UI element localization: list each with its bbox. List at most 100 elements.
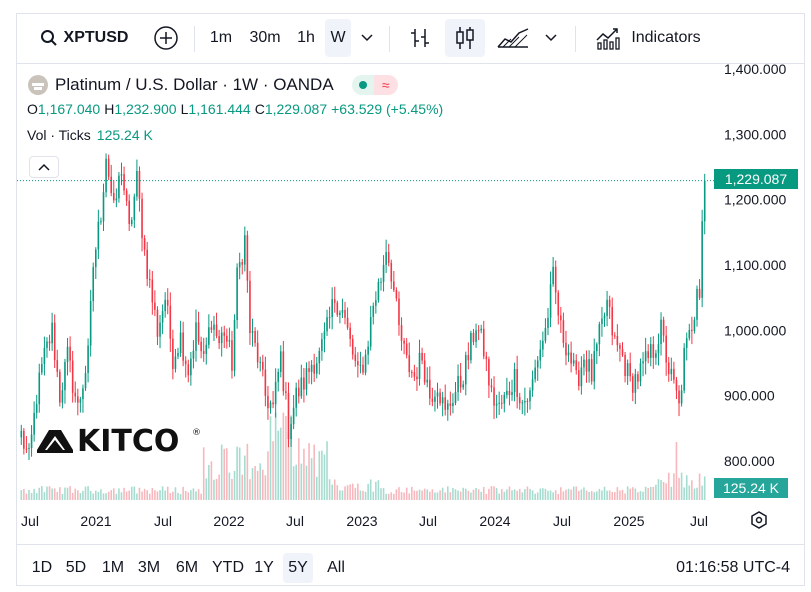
interval-dropdown-button[interactable]: [355, 19, 379, 57]
range-button-1y[interactable]: 1Y: [254, 559, 274, 576]
candle-body: [208, 327, 210, 345]
range-button-5d[interactable]: 5D: [65, 559, 87, 576]
volume-bar: [588, 491, 590, 500]
y-tick-label: 1,200.000: [724, 192, 786, 208]
volume-bar: [372, 491, 375, 500]
volume-bar: [626, 486, 629, 500]
volume-bar: [53, 488, 56, 500]
volume-bar: [236, 446, 238, 500]
volume-bar: [436, 492, 439, 500]
candle-body: [357, 361, 359, 366]
time-axis[interactable]: Jul 2021 Jul 2022 Jul 2023 Jul 2024 Jul 2025 Jul: [21, 513, 708, 529]
compare-add-button[interactable]: [151, 19, 181, 57]
volume-bar: [125, 491, 128, 500]
interval-w-button[interactable]: W: [325, 19, 351, 57]
kitco-logo-icon: [37, 430, 73, 453]
volume-bar: [578, 491, 580, 500]
chart-type-dropdown-button[interactable]: [539, 19, 563, 57]
volume-bar: [516, 490, 518, 500]
volume-bar: [667, 472, 670, 500]
volume-bar: [308, 443, 310, 500]
volume-bar: [287, 431, 290, 500]
range-button-ytd[interactable]: YTD: [212, 559, 244, 576]
x-tick-label: Jul: [553, 513, 571, 529]
interval-30m-button[interactable]: 30m: [249, 29, 281, 46]
volume-bar: [421, 490, 423, 500]
candle-body: [611, 306, 614, 336]
range-button-5y[interactable]: 5Y: [283, 553, 313, 583]
candle-body: [308, 368, 310, 372]
volume-bar: [336, 485, 339, 500]
legend-title[interactable]: Platinum / U.S. Dollar · 1W · OANDA: [55, 75, 334, 94]
candle-body: [552, 266, 554, 285]
volume-bar: [351, 483, 354, 500]
indicators-label: Indicators: [631, 29, 701, 46]
volume-bar: [254, 466, 256, 500]
range-button-1d[interactable]: 1D: [31, 559, 53, 576]
candle-body: [377, 281, 380, 301]
volume-bar: [531, 490, 534, 500]
volume-bar: [369, 479, 372, 500]
area-style-button[interactable]: [493, 19, 533, 57]
price-axis[interactable]: 800.000 900.000 1,000.000 1,100.000 1,200.00…: [724, 61, 786, 469]
volume-bar: [603, 486, 606, 500]
candle-body: [511, 392, 513, 396]
candle-body: [405, 343, 408, 356]
bar-style-button[interactable]: [403, 19, 437, 57]
volume-bar: [241, 474, 244, 500]
candle-body: [480, 328, 482, 331]
volume-bar: [403, 492, 405, 500]
range-button-1m[interactable]: 1M: [101, 559, 125, 576]
volume-bar: [66, 487, 69, 500]
market-status-pill[interactable]: ≈: [351, 75, 398, 95]
volume-bar: [261, 469, 264, 500]
range-button-6m[interactable]: 6M: [175, 559, 199, 576]
candle-body: [241, 262, 244, 265]
volume-bar: [513, 489, 516, 500]
volume-bar: [652, 486, 655, 500]
interval-1m-button[interactable]: 1m: [209, 29, 233, 46]
volume-bar: [215, 478, 218, 500]
candle-body: [323, 331, 326, 340]
candle-body: [470, 332, 472, 361]
interval-1h-button[interactable]: 1h: [297, 29, 315, 46]
candle-body: [59, 371, 61, 403]
candles-style-button[interactable]: [445, 19, 485, 57]
volume-bar: [629, 488, 632, 500]
last-volume-tag: [714, 478, 788, 498]
volume-bar: [357, 483, 359, 500]
indicators-button[interactable]: Indicators: [587, 19, 709, 57]
symbol-search-button[interactable]: XPTUSD: [29, 19, 139, 57]
candle-body: [287, 393, 290, 440]
volume-bar: [616, 487, 619, 500]
search-icon: [40, 30, 57, 46]
candle-body: [43, 347, 46, 365]
volume-bar: [377, 480, 380, 500]
candle-body: [202, 351, 205, 354]
volume-bar: [395, 489, 398, 500]
candle-body: [321, 339, 323, 352]
range-button-3m[interactable]: 3M: [137, 559, 161, 576]
price-chart[interactable]: KITCO ® 800.000 900.000 1,000.000 1,100.000…: [17, 14, 806, 544]
candle-body: [269, 402, 272, 409]
candle-body: [177, 352, 179, 357]
candle-body: [642, 361, 644, 364]
candle-body: [136, 171, 138, 197]
volume-bar: [554, 490, 557, 500]
candle-body: [195, 322, 197, 351]
volume-bar: [703, 476, 706, 500]
clock-timezone[interactable]: 01:16:58 UTC-4: [676, 559, 790, 576]
volume-bar: [164, 490, 166, 500]
volume-bar: [77, 490, 79, 500]
candle-body: [292, 407, 295, 425]
candle-body: [385, 252, 387, 265]
collapse-legend-button[interactable]: [29, 156, 59, 178]
candle-body: [652, 344, 655, 358]
volume-bar: [673, 473, 675, 500]
volume-bar: [233, 470, 236, 500]
timezone-settings-button[interactable]: [751, 511, 767, 529]
candle-body: [228, 340, 231, 342]
volume-bar: [680, 472, 683, 500]
range-button-all[interactable]: All: [327, 559, 345, 576]
volume-bar: [269, 416, 272, 500]
